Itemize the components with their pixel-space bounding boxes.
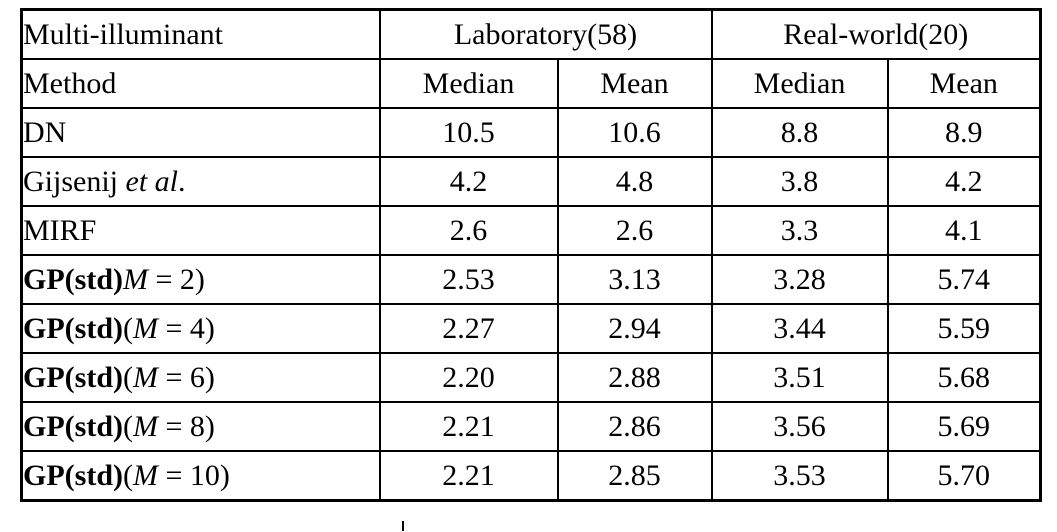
method-cell: GP(std)M = 2) <box>20 254 381 305</box>
value-cell: 4.2 <box>378 156 559 207</box>
method-label-segment: GP(std) <box>23 311 124 345</box>
method-label-segment: = 8) <box>158 409 215 443</box>
value-cell: 2.86 <box>556 401 713 452</box>
value-cell: 3.13 <box>556 254 713 305</box>
value-cell: 8.9 <box>886 107 1042 158</box>
value-cell: 3.56 <box>710 401 889 452</box>
method-label-segment: M <box>123 262 148 296</box>
table-row: Gijsenij et al. 4.2 4.8 3.8 4.2 <box>20 156 1042 207</box>
method-label-segment: GP(std) <box>23 409 124 443</box>
method-label-segment: = 6) <box>158 360 215 394</box>
method-label-segment: M <box>133 360 158 394</box>
value-cell: 3.3 <box>710 205 889 256</box>
table-row: MIRF 2.6 2.6 3.3 4.1 <box>20 205 1042 256</box>
method-cell: Gijsenij et al. <box>20 156 381 207</box>
value-cell: 3.28 <box>710 254 889 305</box>
value-cell: 2.53 <box>378 254 559 305</box>
rendering-artifact-tick <box>402 521 404 531</box>
method-label-segment: M <box>133 458 158 492</box>
group-header-laboratory: Laboratory(58) <box>378 8 713 60</box>
value-cell: 2.85 <box>556 450 713 502</box>
header-corner-cell: Multi-illuminant <box>20 8 381 60</box>
value-cell: 5.74 <box>886 254 1042 305</box>
method-label-segment: et al <box>125 164 179 198</box>
method-label-segment: MIRF <box>23 213 97 247</box>
method-header-cell: Method <box>20 58 381 109</box>
results-table: Multi-illuminant Laboratory(58) Real-wor… <box>20 8 1042 502</box>
value-cell: 3.53 <box>710 450 889 502</box>
method-label-segment: GP(std) <box>23 458 124 492</box>
metric-header-cell: Mean <box>886 58 1042 109</box>
method-cell: GP(std)(M = 10) <box>20 450 381 502</box>
metric-header-row: Method Median Mean Median Mean <box>20 58 1042 109</box>
table-row: GP(std)(M = 10) 2.21 2.85 3.53 5.70 <box>20 450 1042 502</box>
value-cell: 2.20 <box>378 352 559 403</box>
method-label-segment: = 4) <box>158 311 215 345</box>
value-cell: 10.5 <box>378 107 559 158</box>
value-cell: 3.51 <box>710 352 889 403</box>
method-cell: DN <box>20 107 381 158</box>
method-label-segment: M <box>133 409 158 443</box>
value-cell: 4.8 <box>556 156 713 207</box>
group-header-real-world: Real-world(20) <box>710 8 1042 60</box>
metric-header-cell: Median <box>378 58 559 109</box>
method-label-segment: GP(std) <box>23 262 124 296</box>
value-cell: 5.69 <box>886 401 1042 452</box>
method-cell: MIRF <box>20 205 381 256</box>
table-row: GP(std)(M = 6) 2.20 2.88 3.51 5.68 <box>20 352 1042 403</box>
group-header-row: Multi-illuminant Laboratory(58) Real-wor… <box>20 8 1042 60</box>
value-cell: 2.88 <box>556 352 713 403</box>
method-label-segment: DN <box>23 115 67 149</box>
value-cell: 2.27 <box>378 303 559 354</box>
value-cell: 5.68 <box>886 352 1042 403</box>
table-row: GP(std)M = 2) 2.53 3.13 3.28 5.74 <box>20 254 1042 305</box>
value-cell: 3.44 <box>710 303 889 354</box>
method-cell: GP(std)(M = 8) <box>20 401 381 452</box>
table-row: GP(std)(M = 4) 2.27 2.94 3.44 5.59 <box>20 303 1042 354</box>
method-cell: GP(std)(M = 6) <box>20 352 381 403</box>
value-cell: 5.59 <box>886 303 1042 354</box>
table-row: GP(std)(M = 8) 2.21 2.86 3.56 5.69 <box>20 401 1042 452</box>
value-cell: 4.1 <box>886 205 1042 256</box>
value-cell: 2.94 <box>556 303 713 354</box>
value-cell: 2.6 <box>556 205 713 256</box>
table-body: DN 10.5 10.6 8.8 8.9 Gijsenij et al. 4.2 4.8 3.8… <box>20 107 1042 502</box>
method-label-segment: GP(std) <box>23 360 124 394</box>
method-cell: GP(std)(M = 4) <box>20 303 381 354</box>
method-label-segment: ( <box>123 409 133 443</box>
method-label-segment: ( <box>123 311 133 345</box>
value-cell: 2.21 <box>378 401 559 452</box>
method-label-segment: = 10) <box>158 458 230 492</box>
value-cell: 4.2 <box>886 156 1042 207</box>
method-label-segment: M <box>133 311 158 345</box>
method-label-segment: Gijsenij <box>23 164 126 198</box>
value-cell: 5.70 <box>886 450 1042 502</box>
method-label-segment: . <box>178 164 186 198</box>
value-cell: 2.21 <box>378 450 559 502</box>
table-row: DN 10.5 10.6 8.8 8.9 <box>20 107 1042 158</box>
value-cell: 2.6 <box>378 205 559 256</box>
method-label-segment: = 2) <box>148 262 205 296</box>
value-cell: 3.8 <box>710 156 889 207</box>
value-cell: 10.6 <box>556 107 713 158</box>
metric-header-cell: Mean <box>556 58 713 109</box>
value-cell: 8.8 <box>710 107 889 158</box>
method-label-segment: ( <box>123 458 133 492</box>
method-label-segment: ( <box>123 360 133 394</box>
metric-header-cell: Median <box>710 58 889 109</box>
